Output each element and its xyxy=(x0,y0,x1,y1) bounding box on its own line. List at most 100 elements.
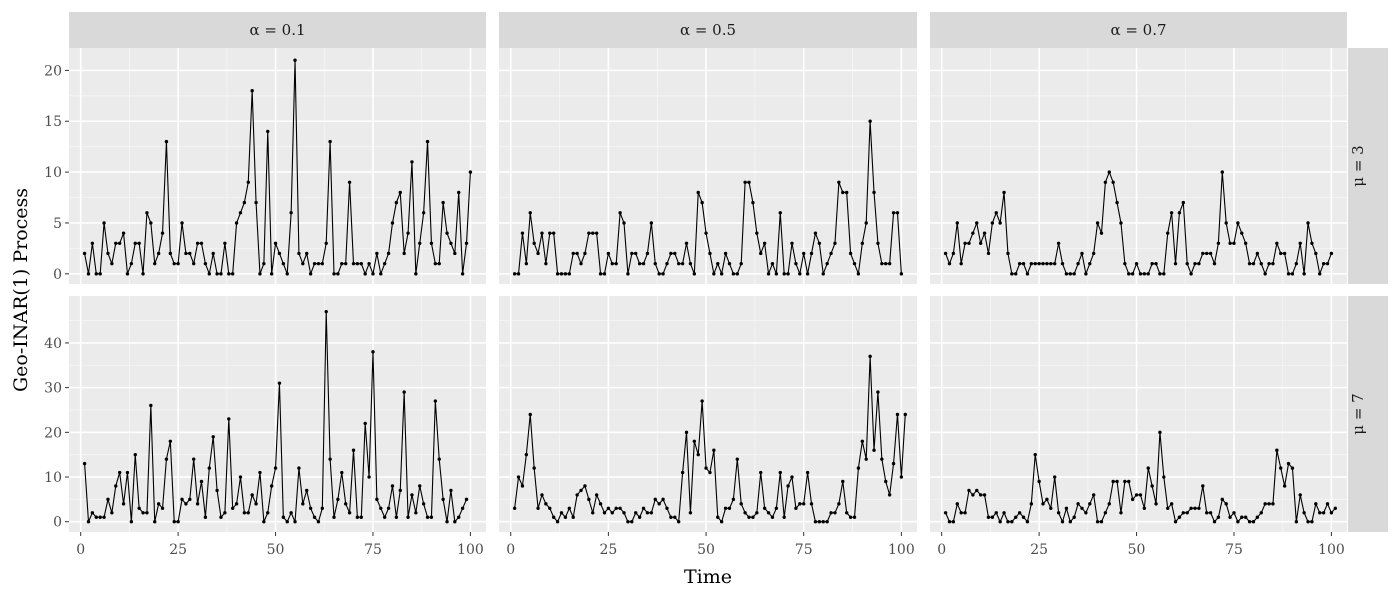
data-point xyxy=(160,231,165,235)
data-point xyxy=(794,506,798,511)
data-point xyxy=(622,511,626,515)
data-point xyxy=(1220,170,1224,174)
data-point xyxy=(739,261,743,266)
data-point xyxy=(610,511,614,515)
data-point xyxy=(559,511,564,515)
data-point xyxy=(297,466,301,470)
data-point xyxy=(316,261,321,266)
data-point xyxy=(1150,261,1154,266)
data-point xyxy=(665,506,669,511)
data-point xyxy=(1212,261,1217,266)
data-point xyxy=(990,221,995,225)
data-point xyxy=(1002,190,1006,195)
data-point xyxy=(719,520,724,524)
data-point xyxy=(386,251,391,256)
data-point xyxy=(468,170,473,174)
data-point xyxy=(739,502,743,506)
data-point xyxy=(1181,511,1186,515)
data-point xyxy=(425,139,430,144)
data-point xyxy=(759,470,763,475)
data-point xyxy=(641,506,646,511)
series-panel xyxy=(82,309,469,524)
axes-layer: 0 5 10 15 20 0 10 20 30 40 0 25 50 75 100 0 25 50 75 100 0 25… xyxy=(44,63,1345,558)
data-point xyxy=(1010,520,1014,524)
data-point xyxy=(433,261,438,266)
series-panel xyxy=(943,170,1334,276)
data-point xyxy=(1010,272,1014,276)
data-point xyxy=(532,241,536,246)
data-point xyxy=(591,511,595,515)
data-point xyxy=(394,515,399,519)
data-point xyxy=(978,493,983,497)
data-point xyxy=(591,231,595,235)
x-tick-label: 100 xyxy=(1318,542,1345,558)
data-point xyxy=(211,435,215,439)
data-point xyxy=(184,251,188,256)
data-point xyxy=(895,412,900,417)
data-point xyxy=(645,511,650,515)
x-tick-label: 50 xyxy=(697,542,715,558)
data-point xyxy=(281,515,286,519)
data-point xyxy=(254,200,258,205)
data-point xyxy=(841,479,845,484)
data-point xyxy=(700,200,704,205)
data-point xyxy=(759,251,763,256)
data-point xyxy=(1201,484,1205,488)
data-point xyxy=(117,241,122,246)
data-point xyxy=(1173,261,1178,266)
panels-layer xyxy=(69,48,1347,532)
data-point xyxy=(1099,520,1104,524)
data-point xyxy=(1127,479,1131,484)
data-point xyxy=(982,231,987,235)
data-point xyxy=(587,231,591,235)
data-point xyxy=(1127,272,1131,276)
data-point xyxy=(555,520,560,524)
data-point xyxy=(532,466,536,470)
data-point xyxy=(1247,261,1252,266)
data-point xyxy=(410,493,414,497)
data-point xyxy=(145,511,149,515)
data-point xyxy=(266,129,270,134)
data-point xyxy=(269,272,274,276)
data-point xyxy=(844,511,849,515)
data-point xyxy=(716,261,720,266)
data-point xyxy=(899,272,904,276)
data-point xyxy=(301,261,305,266)
data-point xyxy=(813,520,818,524)
data-point xyxy=(375,251,379,256)
data-point xyxy=(180,221,184,225)
data-point xyxy=(192,261,196,266)
data-point xyxy=(312,515,317,519)
data-point xyxy=(320,261,325,266)
data-point xyxy=(460,506,465,511)
data-point xyxy=(1033,261,1037,266)
data-point xyxy=(512,272,517,276)
data-point xyxy=(344,502,348,506)
data-point xyxy=(614,506,618,511)
data-point xyxy=(856,466,861,470)
data-point xyxy=(402,251,406,256)
data-point xyxy=(1298,493,1302,497)
data-point xyxy=(433,399,438,403)
data-point xyxy=(786,484,790,488)
data-point xyxy=(986,515,991,519)
data-point xyxy=(798,502,802,506)
data-point xyxy=(223,241,227,246)
data-point xyxy=(829,511,833,515)
series-panel xyxy=(82,58,473,276)
data-point xyxy=(1060,261,1065,266)
data-point xyxy=(825,520,829,524)
data-point xyxy=(149,221,153,225)
data-point xyxy=(766,511,771,515)
data-point xyxy=(852,515,857,519)
data-point xyxy=(363,272,367,276)
data-point xyxy=(790,241,794,246)
data-point xyxy=(234,221,239,225)
data-point xyxy=(959,261,963,266)
data-point xyxy=(805,470,810,475)
data-point xyxy=(955,502,959,506)
data-point xyxy=(133,452,137,457)
data-point xyxy=(355,515,360,519)
data-point xyxy=(230,272,235,276)
x-tick-label: 75 xyxy=(364,542,382,558)
